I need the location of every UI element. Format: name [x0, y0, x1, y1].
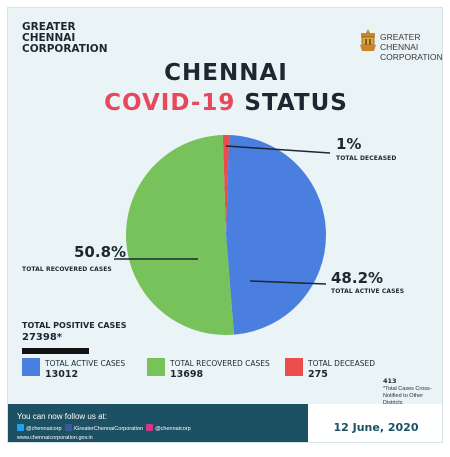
pct-label-recovered: TOTAL RECOVERED CASES [22, 266, 112, 273]
pct-active: 48.2% [331, 269, 384, 287]
report-date: 12 June, 2020 [333, 421, 419, 434]
leader-lines [114, 145, 331, 285]
seal-line-3: CORPORATION [380, 52, 443, 62]
twitter-handle[interactable]: @chennaicorp [26, 426, 62, 432]
cross-notified-note: *Total Cases Cross-Notified to Other Dis… [383, 386, 432, 406]
leader-line-active [249, 280, 327, 285]
org-line-3: CORPORATION [22, 43, 108, 55]
title-status-word: STATUS [244, 90, 348, 116]
cross-notified-number: 413 [383, 377, 397, 385]
website-link[interactable]: www.chennaicorporation.gov.in [17, 435, 93, 441]
legend-value-recovered: 13698 [170, 369, 204, 380]
title-covid: COVID-19 [104, 90, 236, 116]
footer-bar [8, 404, 308, 442]
legend-label-active: TOTAL ACTIVE CASES [45, 359, 126, 368]
legend-value-deceased: 275 [308, 369, 328, 380]
total-positive-value: 27398* [22, 332, 63, 343]
title-status: COVID-19 STATUS [8, 90, 442, 116]
instagram-icon [146, 424, 154, 431]
org-line-2: CHENNAI [22, 32, 76, 44]
seal-line-1: GREATER [380, 32, 421, 42]
pie-slice-active [226, 135, 327, 335]
pie-chart [114, 134, 331, 335]
seal-line-2: CHENNAI [380, 42, 419, 52]
social-handles: @chennaicorp /GreaterChennaiCorporation … [17, 424, 191, 432]
leader-line-deceased [225, 145, 331, 154]
pie-slice-deceased [222, 134, 230, 235]
legend-label-recovered: TOTAL RECOVERED CASES [170, 359, 270, 368]
corporation-seal-icon [360, 29, 376, 51]
facebook-icon [64, 424, 72, 431]
seal-caption: GREATER CHENNAI CORPORATION [380, 32, 443, 62]
legend-swatch-deceased [285, 358, 303, 376]
org-line-1: GREATER [22, 21, 76, 33]
pie-slice-recovered [126, 135, 234, 335]
legend-value-active: 13012 [45, 369, 79, 380]
follow-text: You can now follow us at: [17, 412, 107, 421]
title-city: CHENNAI [164, 60, 288, 86]
pct-label-deceased: TOTAL DECEASED [336, 155, 397, 162]
date-box [308, 404, 442, 442]
facebook-handle[interactable]: /GreaterChennaiCorporation [73, 426, 144, 432]
legend-swatch-active [22, 358, 40, 376]
total-positive-label: TOTAL POSITIVE CASES [22, 321, 127, 330]
pie-slices [126, 134, 327, 335]
org-logo-text: GREATER CHENNAI CORPORATION [22, 22, 108, 55]
total-positive-bar [22, 348, 89, 354]
pct-deceased: 1% [336, 135, 362, 153]
pct-recovered: 50.8% [74, 243, 127, 261]
instagram-handle[interactable]: @chennaicorp [155, 426, 191, 432]
pct-label-active: TOTAL ACTIVE CASES [331, 288, 405, 295]
legend-label-deceased: TOTAL DECEASED [308, 359, 376, 368]
twitter-icon [17, 424, 24, 431]
infographic: GREATER CHENNAI CORPORATION GREATER CHEN… [7, 7, 443, 443]
legend-swatch-recovered [147, 358, 165, 376]
